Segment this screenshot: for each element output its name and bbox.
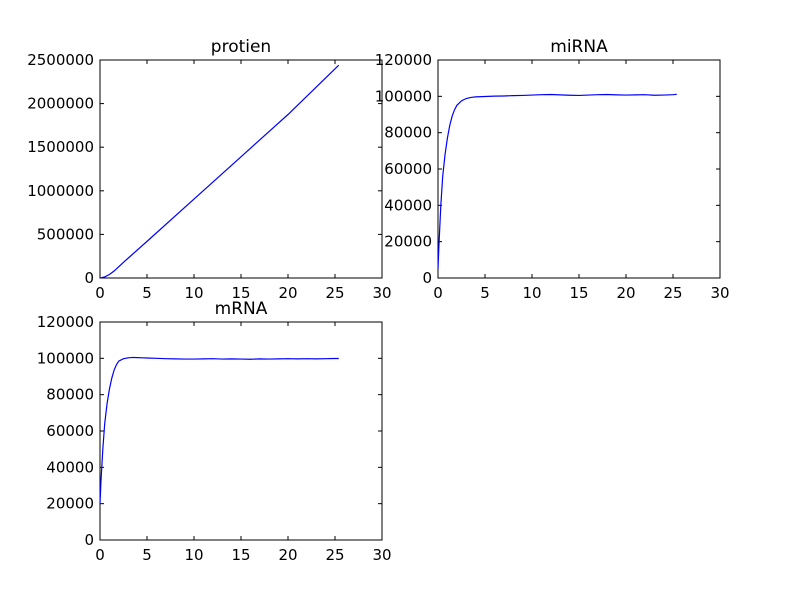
- x-tick-label: 10: [522, 284, 541, 302]
- y-tick-label: 1000000: [27, 182, 94, 200]
- x-tick-label: 30: [372, 284, 391, 302]
- y-tick-label: 100000: [375, 87, 432, 105]
- chart-title: protien: [211, 37, 271, 57]
- series-line: [99, 64, 340, 279]
- y-tick-label: 80000: [384, 124, 432, 142]
- y-tick-label: 2500000: [27, 51, 94, 69]
- y-tick-label: 120000: [37, 313, 94, 331]
- subplot-mrna: 0 5 10 15 20 25 30 0 20000 40000 60000 80000 100000 1…: [37, 299, 392, 564]
- subplot-mirna: 0 5 10 15 20 25 30 0 20000 40000 60000 80000 100000 1…: [375, 37, 730, 302]
- x-tick-label: 15: [231, 284, 250, 302]
- series-line: [437, 93, 677, 269]
- y-tick-label: 60000: [46, 422, 94, 440]
- x-tick-label: 0: [95, 546, 105, 564]
- y-tick-label: 2000000: [27, 95, 94, 113]
- x-tick-label: 30: [710, 284, 729, 302]
- x-tick-label: 0: [95, 284, 105, 302]
- y-tick-label: 0: [84, 269, 94, 287]
- y-tick-label: 60000: [384, 160, 432, 178]
- y-tick-label: 120000: [375, 51, 432, 69]
- x-tick-label: 25: [325, 284, 344, 302]
- x-tick-label: 20: [616, 284, 635, 302]
- series-line: [99, 356, 339, 504]
- axes-frame: [437, 59, 721, 279]
- x-tick-label: 5: [142, 284, 152, 302]
- subplot-protien: 0 5 10 15 20 25 30 0 500000 1000000 1500000 2000000…: [27, 37, 391, 302]
- x-tick-label: 25: [663, 284, 682, 302]
- y-tick-label: 20000: [46, 495, 94, 513]
- chart-title: miRNA: [550, 37, 608, 57]
- y-tick-label: 80000: [46, 386, 94, 404]
- y-tick-label: 40000: [46, 458, 94, 476]
- x-tick-label: 20: [278, 546, 297, 564]
- x-tick-label: 10: [184, 284, 203, 302]
- x-tick-label: 5: [480, 284, 490, 302]
- x-tick-label: 10: [184, 546, 203, 564]
- x-tick-label: 20: [278, 284, 297, 302]
- y-tick-label: 100000: [37, 349, 94, 367]
- x-tick-label: 15: [569, 284, 588, 302]
- x-tick-label: 15: [231, 546, 250, 564]
- axes-frame: [99, 321, 383, 541]
- y-tick-label: 500000: [37, 225, 94, 243]
- plot-layer: 0 5 10 15 20 25 300500000100000015000002000000…: [27, 37, 729, 564]
- x-tick-label: 0: [433, 284, 443, 302]
- y-tick-label: 40000: [384, 196, 432, 214]
- x-tick-label: 5: [142, 546, 152, 564]
- chart-title: mRNA: [215, 299, 268, 319]
- y-tick-label: 0: [422, 269, 432, 287]
- y-tick-label: 1500000: [27, 138, 94, 156]
- y-tick-label: 0: [84, 531, 94, 549]
- x-tick-label: 30: [372, 546, 391, 564]
- y-tick-label: 20000: [384, 233, 432, 251]
- x-tick-label: 25: [325, 546, 344, 564]
